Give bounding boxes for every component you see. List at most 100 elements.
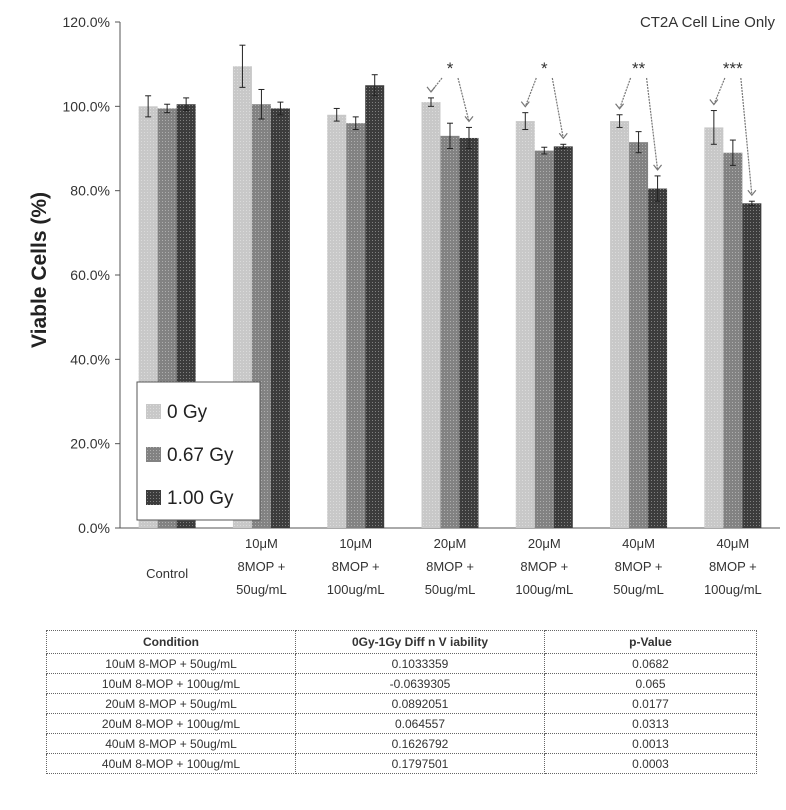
bar-texture [648, 188, 668, 528]
significance-arrow [457, 77, 470, 122]
x-category-label-line: 10μM [339, 536, 372, 551]
table-row: 10uM 8-MOP + 100ug/mL -0.0639305 0.065 [46, 673, 757, 694]
significance-marker: * [447, 59, 454, 78]
significance-marker: *** [723, 59, 743, 78]
bar-texture [704, 127, 724, 529]
difference-cell: -0.0639305 [295, 673, 545, 694]
x-category-label-line: 100ug/mL [327, 582, 385, 597]
x-category-label-line: 50ug/mL [236, 582, 287, 597]
bar-texture [459, 137, 479, 529]
condition-cell: 40uM 8-MOP + 100ug/mL [46, 753, 296, 774]
column-header-difference: 0Gy-1Gy Diff n V iability [295, 630, 545, 654]
legend-swatch-texture [146, 490, 161, 505]
x-category-label-line: 50ug/mL [425, 582, 476, 597]
x-category-label: 20μM 8MOP + 100ug/mL [515, 536, 573, 597]
p-value-cell: 0.0013 [544, 733, 757, 754]
column-header-p-value: p-Value [544, 630, 757, 654]
arrow-head [520, 101, 530, 108]
arrow-head [464, 116, 474, 123]
y-tick-label: 0.0% [78, 520, 110, 536]
p-value-cell: 0.0003 [544, 753, 757, 774]
y-tick-label: 80.0% [70, 183, 110, 199]
significance-annotations: * * ** *** [426, 59, 757, 197]
arrow-head [653, 164, 663, 171]
difference-cell: 0.1626792 [295, 733, 545, 754]
condition-cell: 40uM 8-MOP + 50ug/mL [46, 733, 296, 754]
p-value-cell: 0.0313 [544, 713, 757, 734]
table-row: 40uM 8-MOP + 100ug/mL 0.1797501 0.0003 [46, 753, 757, 774]
column-header-condition: Condition [46, 630, 296, 654]
arrow-head [615, 103, 625, 110]
x-category-label-line: 40μM [622, 536, 655, 551]
table-row: 20uM 8-MOP + 100ug/mL 0.064557 0.0313 [46, 713, 757, 734]
legend-label: 1.00 Gy [167, 488, 234, 509]
bar-texture [553, 146, 573, 528]
legend: 0 Gy 0.67 Gy 1.00 Gy [136, 381, 261, 521]
significance-arrow [619, 77, 632, 109]
bar-texture [742, 203, 762, 529]
difference-cell: 0.064557 [295, 713, 545, 734]
y-tick-label: 20.0% [70, 436, 110, 452]
y-tick-label: 100.0% [63, 98, 110, 114]
bar-texture [270, 108, 290, 529]
significance-marker: * [541, 59, 548, 78]
bar-texture [629, 142, 649, 529]
condition-cell: 10uM 8-MOP + 100ug/mL [46, 673, 296, 694]
x-category-label: 40μM 8MOP + 100ug/mL [704, 536, 762, 597]
condition-cell: 10uM 8-MOP + 50ug/mL [46, 653, 296, 674]
x-category-label-line: 10μM [245, 536, 278, 551]
x-category-label: 10μM 8MOP + 100ug/mL [327, 536, 385, 597]
condition-cell: 20uM 8-MOP + 100ug/mL [46, 713, 296, 734]
y-tick-label: 120.0% [63, 14, 110, 30]
difference-cell: 0.0892051 [295, 693, 545, 714]
x-category-label: 10μM 8MOP + 50ug/mL [236, 536, 287, 597]
x-category-label-line: 8MOP + [332, 559, 380, 574]
significance-arrow [551, 77, 564, 139]
y-tick-label: 40.0% [70, 351, 110, 367]
arrow-head [747, 189, 757, 197]
p-value-cell: 0.0682 [544, 653, 757, 674]
bar-texture [534, 150, 554, 528]
bar-texture [421, 102, 441, 528]
chart-title: CT2A Cell Line Only [640, 14, 776, 31]
table-row: 40uM 8-MOP + 50ug/mL 0.1626792 0.0013 [46, 733, 757, 754]
y-axis-label: Viable Cells (%) [28, 192, 51, 348]
difference-cell: 0.1033359 [295, 653, 545, 674]
bar-texture [440, 135, 460, 528]
x-category-label-line: 8MOP + [238, 559, 286, 574]
bar-texture [327, 114, 347, 529]
arrow-head [558, 132, 568, 140]
arrow-head [426, 86, 436, 93]
legend-label: 0 Gy [167, 402, 208, 423]
bar-chart: CT2A Cell Line Only Viable Cells (%) 0.0… [28, 14, 780, 597]
bar-texture [723, 152, 743, 528]
x-category-label-line: 8MOP + [426, 559, 474, 574]
table-header-row: Condition 0Gy-1Gy Diff n V iability p-Va… [46, 630, 757, 654]
p-value-table: Condition 0Gy-1Gy Diff n V iability p-Va… [46, 630, 757, 774]
x-category-label-line: 100ug/mL [704, 582, 762, 597]
x-category-label-line: 100ug/mL [515, 582, 573, 597]
significance-arrow [524, 77, 537, 107]
p-value-cell: 0.065 [544, 673, 757, 694]
x-category-label-line: 20μM [434, 536, 467, 551]
significance-arrow [740, 77, 753, 196]
axes: 0.0% 20.0% 40.0% 60.0% 80.0% 100.0% 120.0% Cont… [63, 14, 780, 597]
y-tick-label: 60.0% [70, 267, 110, 283]
x-category-label-line: 20μM [528, 536, 561, 551]
x-category-label: 40μM 8MOP + 50ug/mL [613, 536, 664, 597]
x-category-label-line: 8MOP + [615, 559, 663, 574]
legend-swatch-texture [146, 404, 161, 419]
bar-texture [610, 121, 630, 528]
significance-marker: ** [632, 59, 646, 78]
x-category-label-line: 8MOP + [520, 559, 568, 574]
bar-texture [346, 123, 366, 528]
significance-arrow [713, 77, 726, 105]
difference-cell: 0.1797501 [295, 753, 545, 774]
legend-label: 0.67 Gy [167, 445, 234, 466]
x-category-label-line: 8MOP + [709, 559, 757, 574]
legend-swatch-texture [146, 447, 161, 462]
x-category-label: 20μM 8MOP + 50ug/mL [425, 536, 476, 597]
arrow-head [709, 99, 719, 106]
table-row: 10uM 8-MOP + 50ug/mL 0.1033359 0.0682 [46, 653, 757, 674]
condition-cell: 20uM 8-MOP + 50ug/mL [46, 693, 296, 714]
